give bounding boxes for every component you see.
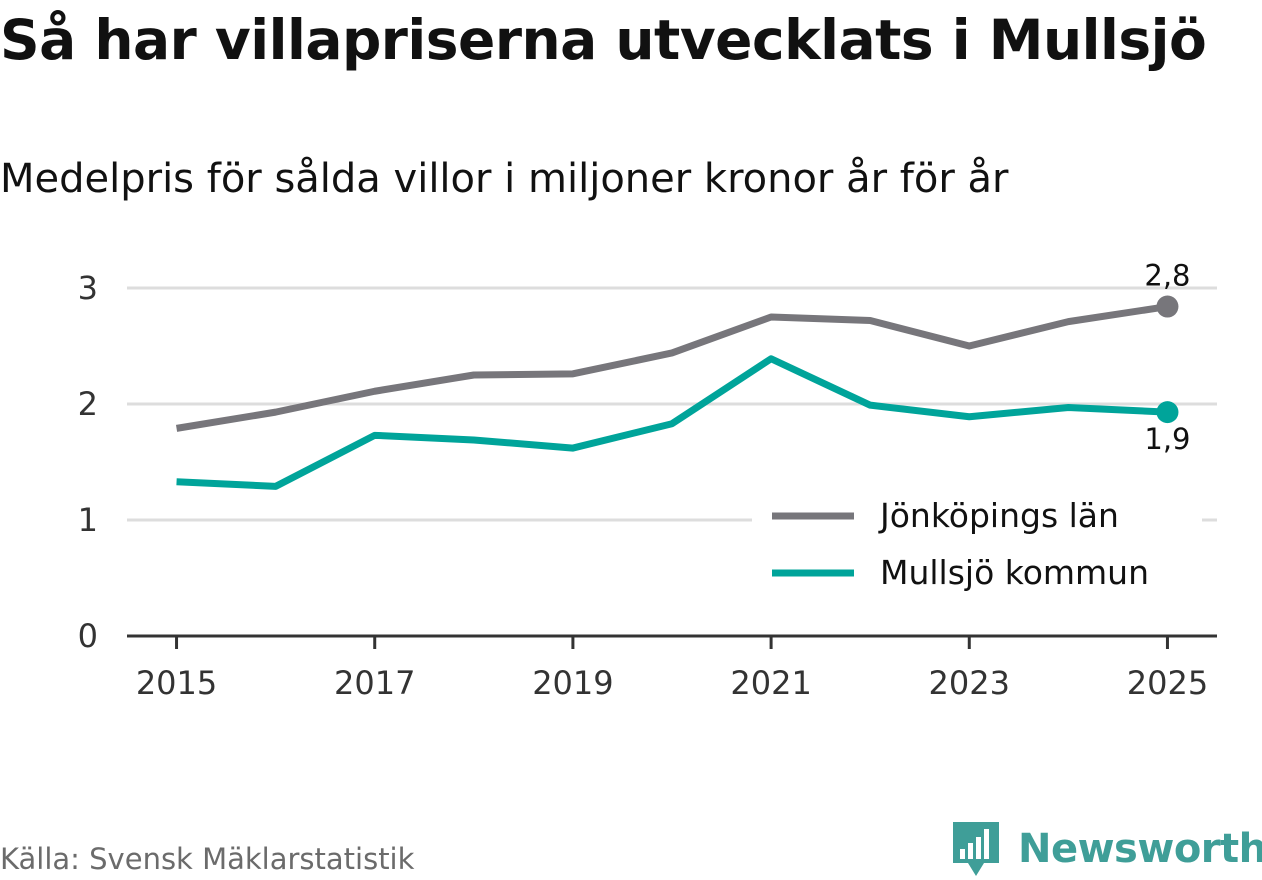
series-line-mullsjo-kommun (176, 355, 1168, 490)
x-tick-label-2021: 2021 (730, 664, 811, 702)
end-label-mullsjo-kommun: 1,9 (1144, 422, 1190, 456)
chart-subtitle: Medelpris för sålda villor i miljoner kr… (0, 156, 1009, 202)
brand-name: Newsworthy (1018, 826, 1262, 872)
x-tick-label-2015: 2015 (136, 664, 217, 702)
x-tick-label-2025: 2025 (1127, 664, 1208, 702)
x-tick-label-2019: 2019 (532, 664, 613, 702)
newsworthy-chart-icon (953, 822, 999, 876)
y-axis-ticks: 0 1 2 3 (78, 269, 98, 655)
end-label-jonkopings-lan: 2,8 (1144, 259, 1190, 293)
legend-label-mullsjo-kommun: Mullsjö kommun (880, 553, 1149, 592)
newsworthy-logo: Newsworthy (950, 818, 1262, 880)
y-tick-label-3: 3 (78, 269, 98, 307)
x-tick-label-2023: 2023 (929, 664, 1010, 702)
legend-label-jonkopings-lan: Jönköpings län (878, 496, 1119, 535)
x-axis: 2015 2017 2019 2021 2023 2025 (127, 634, 1217, 702)
chart-title: Så har villapriserna utvecklats i Mullsj… (0, 8, 1207, 72)
y-tick-label-2: 2 (78, 385, 98, 423)
series-line-jonkopings-lan (175, 303, 1168, 432)
y-tick-label-1: 1 (78, 501, 98, 539)
legend: Jönköpings län Mullsjö kommun (752, 490, 1202, 608)
y-tick-label-0: 0 (78, 617, 98, 655)
end-point-jonkopings-lan (1156, 295, 1179, 318)
source-note: Källa: Svensk Mäklarstatistik (0, 842, 415, 876)
x-tick-label-2017: 2017 (334, 664, 415, 702)
end-points: 2,8 1,9 (1144, 259, 1190, 457)
series-lines (175, 303, 1168, 490)
legend-background (752, 490, 1202, 608)
end-point-mullsjo-kommun (1156, 401, 1179, 424)
